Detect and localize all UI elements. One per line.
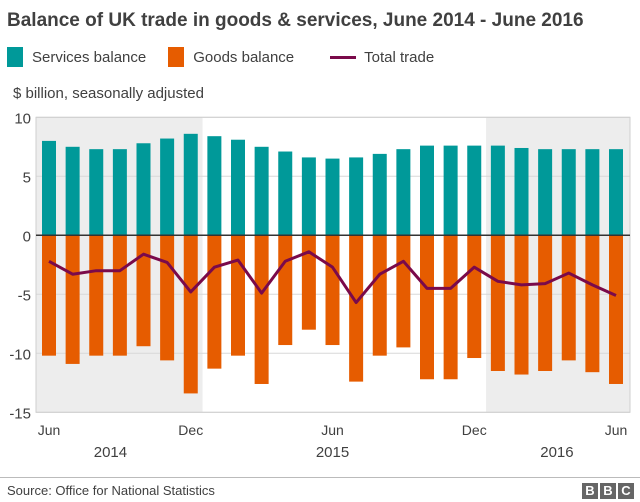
goods-balance-bar <box>372 235 387 356</box>
goods-balance-bar <box>349 235 364 382</box>
goods-balance-bar <box>89 235 104 356</box>
services-balance-bar <box>42 140 56 236</box>
services-balance-bar <box>160 138 175 236</box>
services-balance-bar <box>301 157 316 236</box>
goods-balance-bar <box>207 235 222 369</box>
goods-balance-bar <box>278 235 293 346</box>
services-balance-bar <box>231 139 245 236</box>
footer: Source: Office for National Statistics B… <box>0 477 640 499</box>
services-balance-bar <box>443 145 458 236</box>
legend-label: Total trade <box>364 48 435 66</box>
goods-balance-bar <box>561 235 576 361</box>
y-tick-label: -15 <box>9 405 31 422</box>
goods-balance-bar <box>490 235 505 371</box>
year-label: 2014 <box>94 444 127 461</box>
goods-balance-bar <box>609 235 623 384</box>
services-balance-bar <box>467 145 482 236</box>
goods-balance-bar <box>254 235 269 384</box>
services-swatch <box>7 47 23 67</box>
services-balance-bar <box>514 147 529 236</box>
x-tick-label: Jun <box>321 422 344 438</box>
services-balance-bar <box>609 149 623 236</box>
services-balance-bar <box>254 146 269 236</box>
legend-label: Services balance <box>32 48 147 66</box>
services-balance-bar <box>490 145 505 236</box>
services-balance-bar <box>183 133 198 236</box>
x-tick-label: Dec <box>462 422 487 438</box>
services-balance-bar <box>325 158 340 236</box>
total-trade-line <box>48 250 617 305</box>
goods-balance-bar <box>585 235 600 373</box>
chart-title: Balance of UK trade in goods & services,… <box>7 10 584 31</box>
goods-balance-bar <box>514 235 529 375</box>
goods-balance-bar <box>467 235 482 359</box>
total-line-swatch <box>330 55 357 59</box>
source-text: Source: Office for National Statistics <box>7 483 215 498</box>
goods-balance-bar <box>183 235 198 394</box>
services-balance-bar <box>585 149 600 236</box>
services-balance-bar <box>136 143 151 236</box>
services-balance-bar <box>349 157 364 236</box>
y-tick-label: 0 <box>23 228 31 245</box>
y-tick-label: 10 <box>14 110 31 127</box>
services-balance-bar <box>112 149 127 236</box>
services-balance-bar <box>89 149 104 236</box>
shaded-period <box>486 117 630 413</box>
legend-item-goods: Goods balance <box>168 47 294 67</box>
goods-swatch <box>168 47 185 67</box>
goods-balance-bar <box>420 235 434 380</box>
goods-balance-bar <box>443 235 458 380</box>
goods-balance-bar <box>231 235 245 356</box>
services-balance-bar <box>207 136 222 236</box>
legend-label: Goods balance <box>193 48 295 66</box>
services-balance-bar <box>372 153 387 236</box>
year-label: 2016 <box>540 444 573 461</box>
x-tick-label: Jun <box>38 422 61 438</box>
services-balance-bar <box>538 149 553 236</box>
goods-balance-bar <box>112 235 127 356</box>
services-balance-bar <box>561 149 576 236</box>
services-balance-bar <box>65 146 80 236</box>
plot-area: 10 5 0 -5 -10 -15 Jun Dec Jun Dec Jun 2014 2015 2016 <box>9 110 631 461</box>
y-tick-label: -10 <box>9 346 31 363</box>
goods-balance-bar <box>301 235 316 330</box>
goods-balance-bar <box>42 235 56 356</box>
legend: Services balance Goods balance Total tra… <box>7 47 456 67</box>
year-label: 2015 <box>316 444 349 461</box>
goods-balance-bar <box>65 235 80 364</box>
legend-item-services: Services balance <box>7 47 146 67</box>
goods-balance-bar <box>325 235 340 346</box>
goods-balance-bar <box>538 235 553 371</box>
x-tick-label: Jun <box>605 422 628 438</box>
y-tick-label: -5 <box>18 287 31 304</box>
services-balance-bar <box>420 145 434 236</box>
services-balance-bar <box>396 149 411 236</box>
services-balance-bar <box>278 151 293 236</box>
plot-border <box>35 116 631 413</box>
goods-balance-bar <box>136 235 151 347</box>
legend-item-total: Total trade <box>316 49 434 66</box>
x-tick-label: Dec <box>178 422 203 438</box>
goods-balance-bar <box>396 235 411 348</box>
goods-balance-bar <box>160 235 175 361</box>
y-axis-label: $ billion, seasonally adjusted <box>13 85 204 102</box>
y-tick-label: 5 <box>23 169 31 186</box>
